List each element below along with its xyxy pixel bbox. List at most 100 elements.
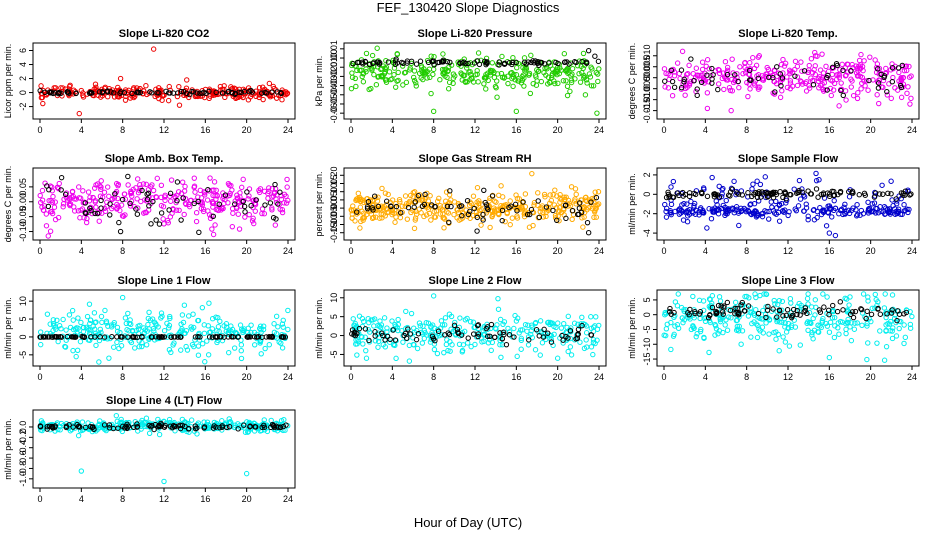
data-point bbox=[806, 319, 813, 325]
data-point bbox=[483, 325, 489, 332]
data-point bbox=[776, 218, 783, 224]
data-point bbox=[153, 194, 159, 200]
data-point bbox=[70, 317, 76, 323]
panel-title: Slope Li-820 Temp. bbox=[738, 28, 837, 40]
data-point bbox=[662, 201, 668, 208]
data-point bbox=[509, 75, 515, 82]
data-point bbox=[467, 76, 473, 83]
series-secondary bbox=[663, 186, 914, 202]
data-point bbox=[809, 332, 815, 338]
data-point bbox=[780, 56, 786, 63]
y-tick-label: 5 bbox=[18, 317, 28, 322]
data-point bbox=[185, 313, 192, 319]
data-point-outlier bbox=[243, 470, 250, 477]
data-point bbox=[849, 189, 855, 196]
y-tick-label: -0.4 bbox=[18, 440, 28, 456]
data-point bbox=[897, 82, 904, 89]
data-point-outlier bbox=[150, 46, 157, 52]
data-point bbox=[811, 206, 817, 213]
data-point bbox=[521, 55, 528, 61]
data-point bbox=[472, 341, 478, 348]
data-point bbox=[199, 304, 206, 311]
data-point bbox=[888, 178, 894, 184]
y-tick-label: -0.005 bbox=[642, 76, 652, 102]
data-point bbox=[901, 340, 907, 347]
data-point bbox=[880, 191, 886, 197]
y-tick-label: -0.10 bbox=[329, 214, 339, 235]
data-point bbox=[443, 341, 450, 348]
data-point bbox=[837, 67, 843, 73]
y-tick-label: 5 bbox=[642, 297, 652, 302]
data-point bbox=[123, 320, 130, 327]
data-point bbox=[393, 355, 399, 362]
data-point bbox=[408, 310, 415, 317]
data-point bbox=[592, 189, 598, 195]
data-point bbox=[87, 317, 94, 323]
data-point bbox=[369, 66, 375, 72]
data-point bbox=[708, 216, 715, 222]
data-point bbox=[140, 181, 147, 187]
data-point bbox=[39, 94, 46, 101]
data-point bbox=[682, 92, 688, 98]
data-point bbox=[277, 206, 283, 212]
data-point bbox=[205, 187, 211, 193]
data-point bbox=[102, 307, 108, 314]
data-point bbox=[876, 100, 882, 107]
data-point bbox=[212, 334, 219, 340]
data-point bbox=[359, 73, 365, 80]
x-tick-label: 4 bbox=[79, 246, 84, 256]
data-point bbox=[893, 333, 900, 339]
data-point bbox=[691, 200, 698, 207]
data-point bbox=[282, 334, 289, 340]
data-point bbox=[846, 302, 852, 308]
data-point bbox=[445, 347, 451, 354]
data-point bbox=[136, 344, 142, 350]
data-point bbox=[883, 65, 889, 72]
data-point bbox=[390, 57, 396, 64]
data-point bbox=[593, 70, 600, 76]
data-point bbox=[431, 62, 437, 68]
data-point bbox=[263, 90, 270, 96]
data-point bbox=[66, 312, 73, 318]
data-point bbox=[872, 291, 878, 298]
data-point bbox=[901, 322, 907, 328]
data-point bbox=[448, 313, 455, 320]
data-point bbox=[507, 221, 513, 228]
data-point bbox=[459, 349, 465, 355]
data-point bbox=[146, 422, 152, 429]
data-point bbox=[792, 66, 798, 73]
data-point bbox=[664, 321, 670, 328]
data-point bbox=[134, 211, 141, 217]
data-point bbox=[724, 64, 731, 71]
data-point bbox=[88, 207, 94, 214]
data-point bbox=[825, 210, 832, 216]
data-point bbox=[281, 416, 287, 423]
data-point bbox=[429, 333, 436, 339]
data-point bbox=[704, 193, 711, 200]
data-point bbox=[772, 301, 778, 307]
x-tick-label: 4 bbox=[79, 372, 84, 382]
y-tick-label: -0.03 bbox=[329, 75, 339, 96]
data-point bbox=[715, 66, 722, 73]
data-point bbox=[474, 199, 480, 205]
data-point bbox=[389, 318, 395, 324]
data-point bbox=[674, 190, 680, 196]
data-point bbox=[762, 189, 768, 196]
data-point bbox=[79, 419, 86, 425]
data-point bbox=[543, 213, 549, 220]
x-tick-label: 16 bbox=[200, 494, 210, 504]
data-point bbox=[81, 334, 88, 340]
data-point bbox=[820, 191, 827, 198]
data-point bbox=[90, 323, 96, 329]
data-point bbox=[279, 321, 286, 327]
data-point bbox=[460, 342, 467, 348]
data-point bbox=[109, 333, 115, 340]
data-point bbox=[58, 174, 65, 181]
y-tick-label: 0.00 bbox=[18, 193, 28, 211]
data-point bbox=[888, 95, 894, 102]
data-point bbox=[807, 191, 814, 197]
data-point bbox=[394, 78, 400, 84]
data-point bbox=[706, 66, 712, 72]
data-point bbox=[529, 324, 535, 330]
data-point bbox=[830, 302, 836, 309]
